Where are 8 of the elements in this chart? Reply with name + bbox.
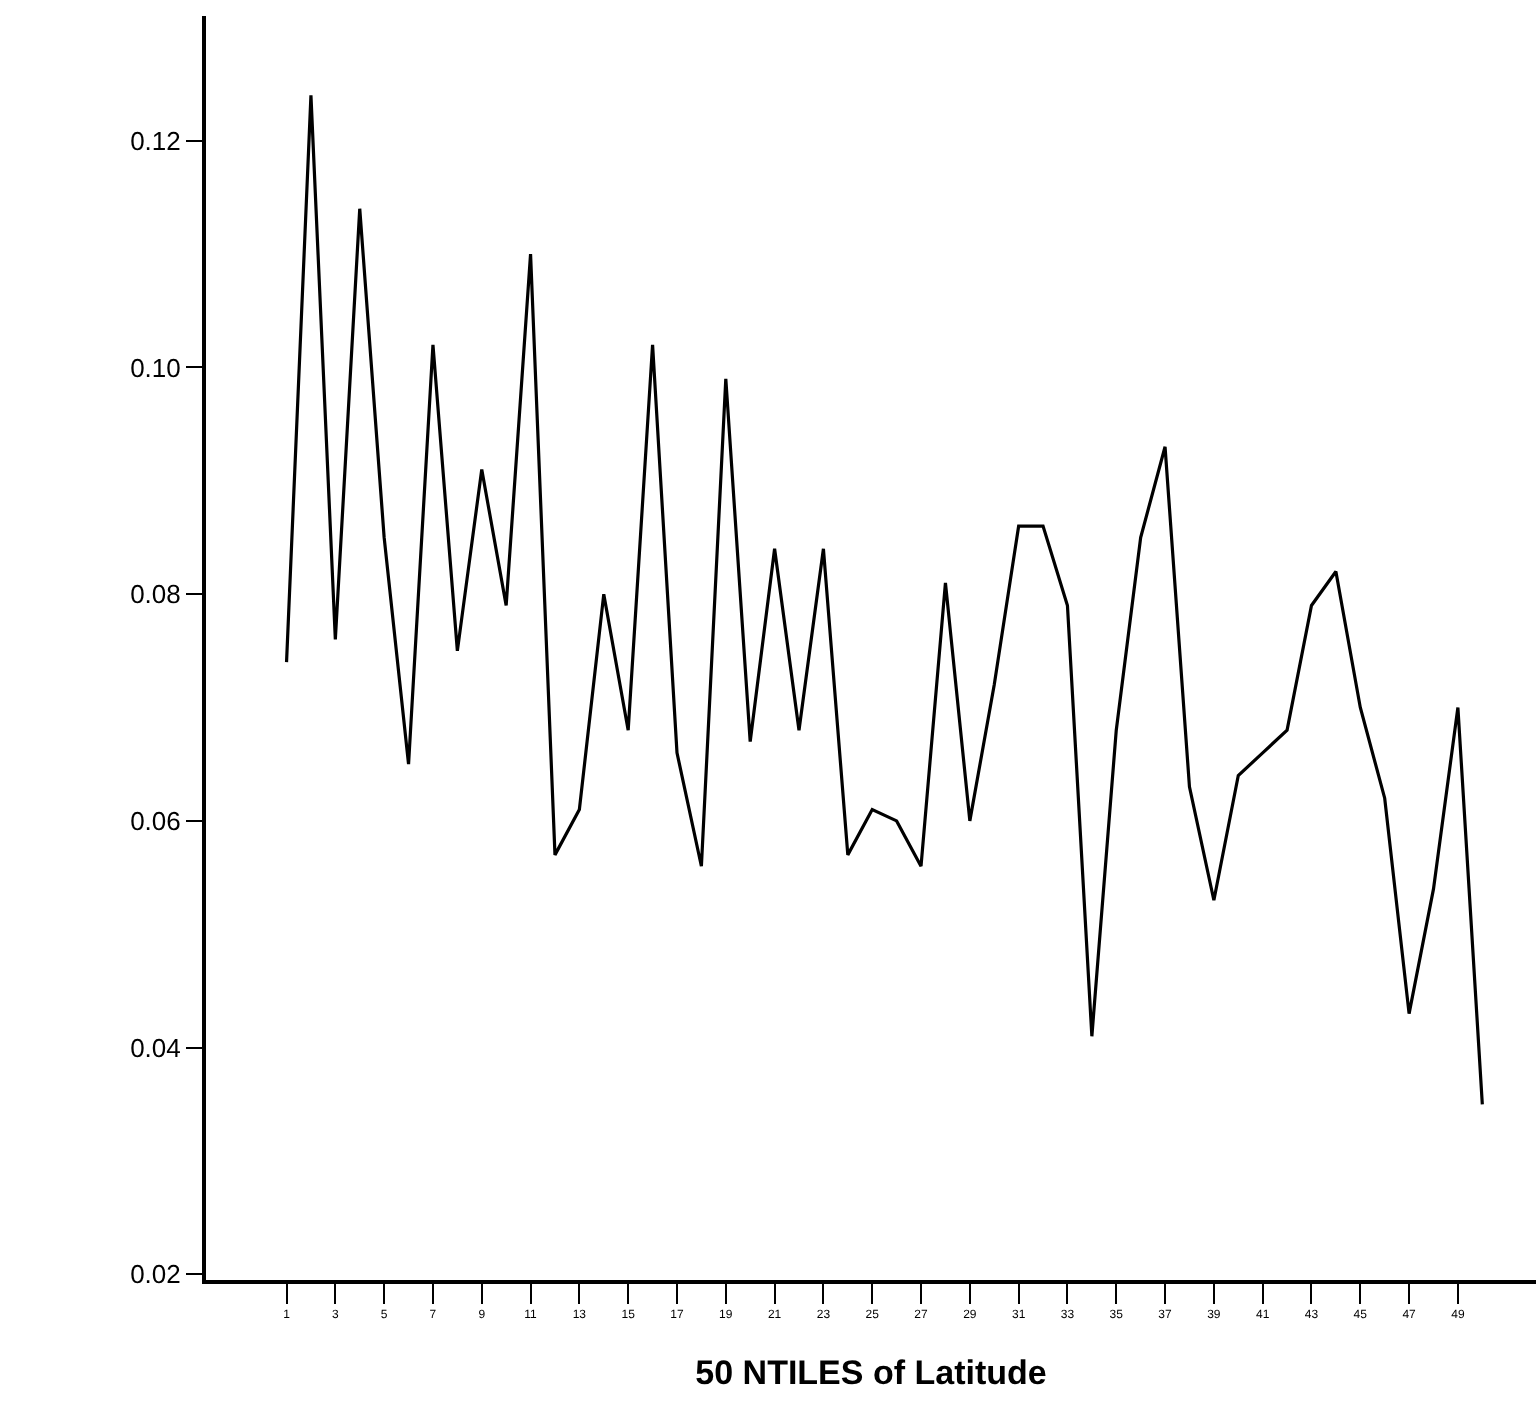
y-tick-label: 0.08: [130, 579, 181, 610]
x-axis-title: 50 NTILES of Latitude: [695, 1354, 1047, 1393]
y-tick-label: 0.02: [130, 1259, 181, 1290]
y-tick-label: 0.06: [130, 805, 181, 836]
y-tick-label: 0.10: [130, 352, 181, 383]
line-series: [284, 93, 1484, 1106]
y-tick-label: 0.04: [130, 1032, 181, 1063]
y-tick-label: 0.12: [130, 125, 181, 156]
